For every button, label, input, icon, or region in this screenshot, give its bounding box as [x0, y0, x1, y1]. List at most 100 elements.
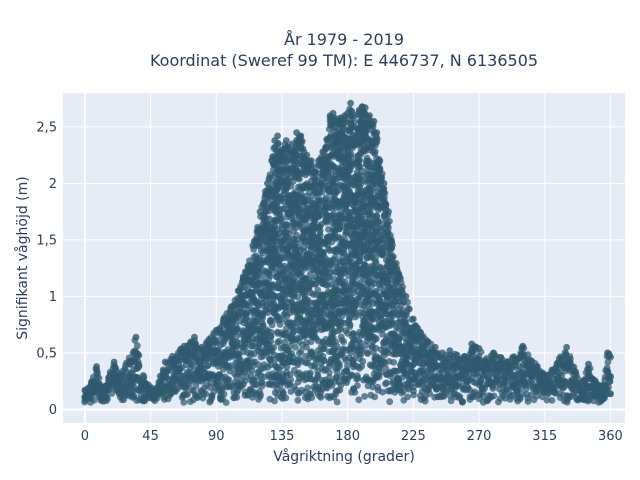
data-point — [161, 358, 169, 366]
data-point — [271, 397, 278, 405]
data-point — [378, 173, 385, 181]
data-point — [386, 398, 394, 406]
data-point — [355, 396, 363, 404]
data-point — [390, 359, 398, 366]
data-point — [359, 357, 367, 365]
data-point — [404, 298, 411, 306]
data-point — [191, 333, 198, 341]
data-point — [227, 362, 235, 370]
data-point — [85, 384, 93, 392]
data-point — [151, 389, 159, 396]
data-point — [346, 323, 354, 331]
data-point — [110, 358, 118, 366]
chart-subtitle: Koordinat (Sweref 99 TM): E 446737, N 61… — [150, 51, 538, 70]
data-point — [294, 396, 302, 404]
data-point — [325, 369, 333, 376]
data-point — [278, 146, 286, 153]
data-point — [265, 215, 273, 223]
data-point — [104, 395, 111, 403]
data-point — [371, 393, 379, 401]
data-point — [139, 372, 147, 379]
data-point — [399, 283, 406, 291]
data-point — [256, 208, 264, 216]
zero-lines — [63, 93, 625, 423]
data-point — [266, 272, 274, 279]
data-point — [267, 337, 275, 345]
data-point — [270, 344, 277, 351]
data-point — [373, 212, 381, 220]
data-point — [606, 378, 614, 385]
data-point — [390, 253, 397, 260]
data-point — [607, 390, 615, 398]
data-point — [340, 338, 347, 346]
data-point — [356, 156, 364, 164]
data-point — [180, 398, 188, 406]
data-point — [490, 392, 498, 400]
data-point — [135, 362, 143, 369]
data-point — [204, 362, 212, 369]
data-point — [354, 382, 361, 389]
data-point — [282, 137, 290, 144]
data-point — [267, 333, 275, 340]
data-point — [292, 343, 299, 351]
data-point — [336, 362, 343, 370]
data-point — [317, 394, 325, 401]
data-point — [205, 336, 213, 343]
data-point — [180, 342, 188, 350]
data-point — [307, 369, 314, 377]
data-point — [361, 393, 368, 400]
data-point — [373, 138, 381, 146]
data-point — [234, 287, 242, 295]
data-point — [351, 118, 359, 125]
data-point — [383, 379, 390, 387]
data-point — [134, 342, 141, 350]
data-point — [347, 150, 355, 158]
data-point — [220, 390, 228, 398]
data-points — [81, 99, 615, 406]
data-point — [99, 388, 106, 395]
data-point — [198, 343, 206, 351]
data-point — [91, 396, 98, 404]
data-point — [202, 390, 210, 398]
data-point — [222, 399, 230, 406]
data-point — [220, 315, 228, 323]
data-point — [249, 242, 257, 250]
data-point — [386, 217, 393, 225]
chart-title: År 1979 - 2019 — [284, 30, 404, 49]
data-point — [234, 325, 242, 333]
data-point — [274, 132, 281, 140]
data-point — [275, 337, 283, 345]
data-point — [403, 311, 410, 319]
data-point — [233, 394, 241, 401]
data-point — [373, 335, 380, 342]
data-point — [184, 391, 191, 398]
data-point — [189, 362, 197, 370]
data-point — [95, 374, 103, 382]
data-point — [308, 394, 316, 401]
data-point — [132, 333, 140, 341]
data-point — [268, 321, 276, 329]
data-point — [404, 393, 411, 401]
data-point — [267, 316, 275, 324]
data-point — [169, 352, 176, 360]
data-point — [364, 350, 372, 357]
data-point — [256, 393, 264, 400]
data-point — [459, 398, 466, 405]
data-point — [227, 304, 235, 312]
data-point — [334, 187, 342, 195]
data-point — [93, 363, 100, 370]
data-point — [268, 157, 276, 165]
data-point — [135, 351, 143, 359]
data-point — [242, 268, 249, 275]
data-point — [264, 180, 271, 187]
data-point — [351, 389, 359, 396]
data-point — [212, 326, 220, 334]
data-point — [304, 384, 312, 392]
data-point — [548, 396, 556, 404]
data-point — [333, 398, 341, 406]
data-point — [317, 232, 324, 240]
data-point — [118, 372, 125, 379]
data-point — [406, 305, 413, 313]
data-point — [282, 394, 290, 402]
